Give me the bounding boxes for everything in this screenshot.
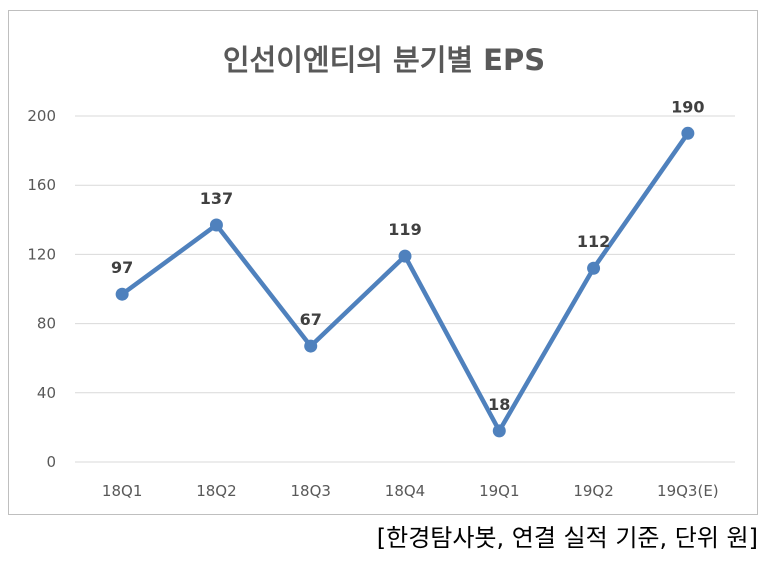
x-tick-label: 18Q3 bbox=[290, 482, 330, 500]
chart-frame bbox=[8, 10, 758, 515]
x-tick-label: 18Q2 bbox=[196, 482, 236, 500]
data-labels: 97 137 67 119 18 112 190 bbox=[111, 97, 705, 414]
x-tick-label: 19Q3(E) bbox=[657, 482, 719, 500]
series-line bbox=[119, 131, 691, 434]
y-tick-label: 120 bbox=[27, 245, 56, 263]
series-line-layer bbox=[119, 131, 691, 434]
data-point bbox=[681, 126, 695, 140]
data-point bbox=[398, 249, 412, 263]
data-label: 18 bbox=[488, 395, 510, 414]
gridlines bbox=[75, 115, 735, 463]
source-note: [한경탐사봇, 연결 실적 기준, 단위 원] bbox=[376, 524, 758, 552]
x-axis-ticks: 18Q1 18Q2 18Q3 18Q4 19Q1 19Q2 19Q3(E) bbox=[102, 482, 719, 500]
x-tick-label: 19Q1 bbox=[479, 482, 519, 500]
data-label: 190 bbox=[671, 97, 704, 116]
data-points bbox=[115, 126, 695, 438]
data-label: 97 bbox=[111, 258, 133, 277]
chart-title: 인선이엔티의 분기별 EPS bbox=[223, 43, 545, 77]
data-point bbox=[492, 424, 506, 438]
y-tick-label: 80 bbox=[37, 315, 56, 333]
x-tick-label: 18Q1 bbox=[102, 482, 142, 500]
x-tick-label: 18Q4 bbox=[385, 482, 425, 500]
data-point bbox=[209, 218, 223, 232]
y-axis-ticks: 0 40 80 120 160 200 bbox=[27, 107, 56, 471]
data-point bbox=[115, 287, 129, 301]
data-label: 137 bbox=[200, 189, 233, 208]
y-tick-label: 40 bbox=[37, 384, 56, 402]
y-tick-label: 200 bbox=[27, 107, 56, 125]
y-tick-label: 0 bbox=[46, 453, 56, 471]
data-label: 112 bbox=[577, 232, 610, 251]
data-label: 119 bbox=[388, 220, 421, 239]
data-label: 67 bbox=[300, 310, 322, 329]
data-point bbox=[587, 261, 601, 275]
data-point bbox=[304, 339, 318, 353]
x-tick-label: 19Q2 bbox=[573, 482, 613, 500]
y-tick-label: 160 bbox=[27, 176, 56, 194]
